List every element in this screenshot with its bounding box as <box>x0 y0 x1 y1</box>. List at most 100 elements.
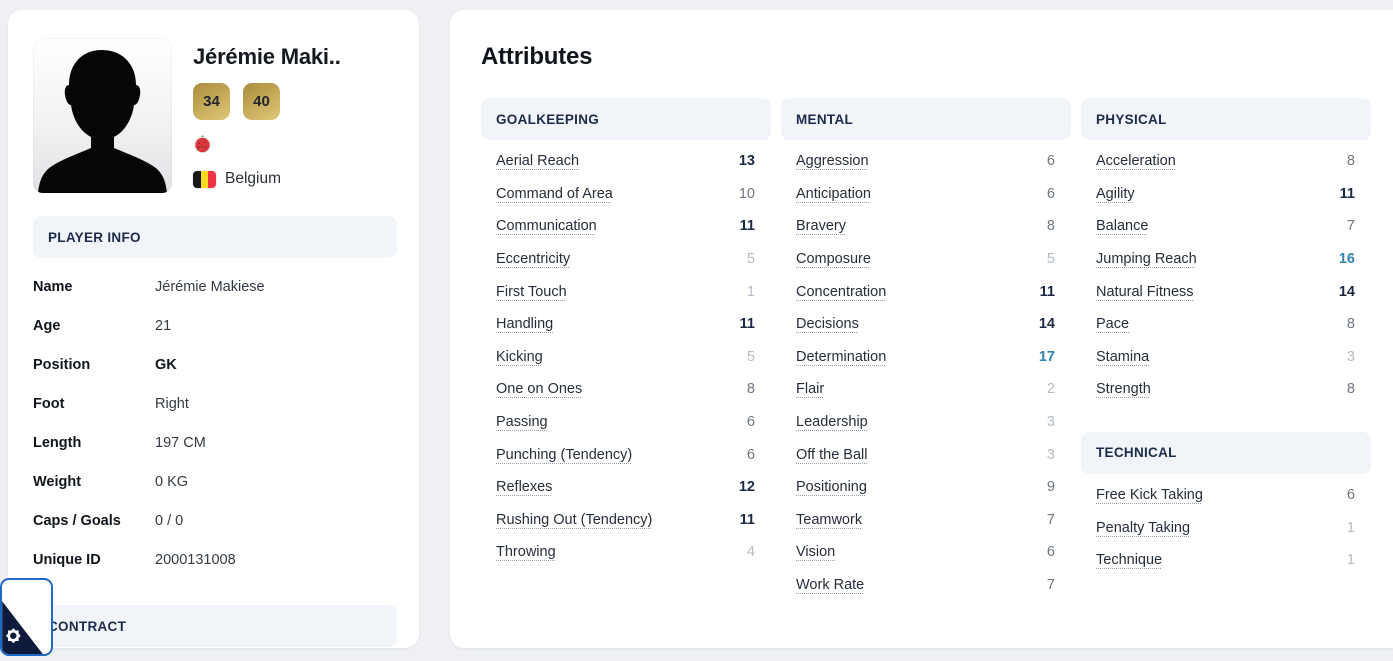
attribute-value: 7 <box>1046 577 1055 594</box>
attribute-label[interactable]: Vision <box>796 544 836 561</box>
attribute-label[interactable]: Aggression <box>796 153 869 170</box>
attribute-row: Leadership 3 <box>781 406 1071 439</box>
attribute-label[interactable]: Agility <box>1096 185 1135 202</box>
attribute-row: Passing 6 <box>481 406 771 439</box>
attribute-label[interactable]: Eccentricity <box>496 251 571 268</box>
attribute-label[interactable]: Off the Ball <box>796 446 868 463</box>
attributes-column: PHYSICAL Acceleration 8 Agility 11 Balan… <box>1081 98 1371 601</box>
attribute-value: 13 <box>738 153 755 170</box>
attribute-label[interactable]: One on Ones <box>496 381 583 398</box>
attribute-row: Decisions 14 <box>781 308 1071 341</box>
attribute-label[interactable]: Aerial Reach <box>496 153 580 170</box>
attribute-row: Eccentricity 5 <box>481 243 771 276</box>
attribute-row: Acceleration 8 <box>1081 145 1371 178</box>
attribute-label[interactable]: Passing <box>496 414 548 431</box>
player-info-row: Weight 0 KG <box>33 462 394 501</box>
attribute-row: Rushing Out (Tendency) 11 <box>481 504 771 537</box>
attribute-label[interactable]: Penalty Taking <box>1096 519 1191 536</box>
attribute-value: 2 <box>1046 381 1055 398</box>
player-info-value: 0 / 0 <box>155 512 184 529</box>
player-info-value: 0 KG <box>155 473 189 490</box>
attribute-value: 5 <box>746 251 755 268</box>
player-info-label: Position <box>33 356 91 373</box>
player-info-value: 21 <box>155 317 172 334</box>
attribute-value: 11 <box>739 511 755 528</box>
attribute-label[interactable]: Balance <box>1096 218 1149 235</box>
rating-badge: 34 <box>193 83 230 120</box>
attribute-value: 9 <box>1046 479 1055 496</box>
attribute-label[interactable]: Natural Fitness <box>1096 283 1194 300</box>
attribute-label[interactable]: Positioning <box>796 479 867 496</box>
attribute-label[interactable]: Pace <box>1096 316 1130 333</box>
attribute-value: 8 <box>1346 381 1355 398</box>
floating-widget-button[interactable] <box>0 578 53 656</box>
attribute-value: 1 <box>1346 552 1355 569</box>
attribute-value: 7 <box>1346 218 1355 235</box>
attribute-value: 11 <box>1039 283 1055 300</box>
attribute-label[interactable]: Communication <box>496 218 597 235</box>
attribute-rows: Aerial Reach 13 Command of Area 10 Commu… <box>481 140 771 569</box>
attribute-label[interactable]: First Touch <box>496 283 567 300</box>
player-info-row: Caps / Goals 0 / 0 <box>33 501 394 540</box>
player-photo <box>33 38 172 193</box>
attribute-value: 6 <box>746 414 755 431</box>
attribute-row: Free Kick Taking 6 <box>1081 479 1371 512</box>
attribute-label[interactable]: Acceleration <box>1096 153 1176 170</box>
attribute-label[interactable]: Leadership <box>796 414 868 431</box>
attribute-section-header: MENTAL <box>781 98 1071 140</box>
attribute-label[interactable]: Anticipation <box>796 185 871 202</box>
attribute-value: 14 <box>1338 283 1355 300</box>
attribute-label[interactable]: Stamina <box>1096 348 1150 365</box>
attribute-label[interactable]: Concentration <box>796 283 887 300</box>
player-info-label: Length <box>33 434 82 451</box>
player-info-row: Length 197 CM <box>33 423 394 462</box>
attribute-value: 5 <box>746 348 755 365</box>
attribute-value: 16 <box>1338 251 1355 268</box>
attribute-value: 5 <box>1046 251 1055 268</box>
attribute-row: Agility 11 <box>1081 178 1371 211</box>
attribute-value: 3 <box>1046 414 1055 431</box>
attribute-label[interactable]: Kicking <box>496 348 543 365</box>
attribute-label[interactable]: Handling <box>496 316 554 333</box>
attribute-row: Throwing 4 <box>481 536 771 569</box>
attribute-label[interactable]: Free Kick Taking <box>1096 487 1203 504</box>
attribute-label[interactable]: Strength <box>1096 381 1151 398</box>
attribute-label[interactable]: Flair <box>796 381 825 398</box>
player-sidebar-card: Jérémie Maki.. 34 40 Belgium PLAYER INFO <box>8 10 419 648</box>
attribute-rows: Free Kick Taking 6 Penalty Taking 1 Tech… <box>1081 474 1371 577</box>
player-profile-header: Jérémie Maki.. 34 40 Belgium <box>8 10 419 193</box>
attribute-row: Composure 5 <box>781 243 1071 276</box>
rating-badges: 34 40 <box>193 83 341 120</box>
attribute-rows: Aggression 6 Anticipation 6 Bravery 8 Co… <box>781 140 1071 601</box>
player-info-label: Caps / Goals <box>33 512 121 529</box>
attribute-row: Communication 11 <box>481 210 771 243</box>
attribute-row: Determination 17 <box>781 341 1071 374</box>
attribute-label[interactable]: Work Rate <box>796 577 865 594</box>
attribute-label[interactable]: Decisions <box>796 316 859 333</box>
attribute-label[interactable]: Command of Area <box>496 185 613 202</box>
attribute-label[interactable]: Rushing Out (Tendency) <box>496 511 653 528</box>
attribute-label[interactable]: Technique <box>1096 552 1163 569</box>
nationality-label: Belgium <box>225 170 281 187</box>
attribute-label[interactable]: Reflexes <box>496 479 553 496</box>
player-info-row: Foot Right <box>33 384 394 423</box>
player-info-value: 2000131008 <box>155 551 236 568</box>
attribute-value: 10 <box>738 185 755 202</box>
attribute-value: 6 <box>1046 185 1055 202</box>
attribute-label[interactable]: Throwing <box>496 544 556 561</box>
attribute-label[interactable]: Composure <box>796 251 871 268</box>
attribute-label[interactable]: Determination <box>796 348 887 365</box>
attribute-value: 6 <box>1046 153 1055 170</box>
player-name: Jérémie Maki.. <box>193 44 341 69</box>
attribute-label[interactable]: Punching (Tendency) <box>496 446 633 463</box>
attribute-label[interactable]: Bravery <box>796 218 846 235</box>
attribute-value: 6 <box>1046 544 1055 561</box>
attribute-value: 8 <box>1346 316 1355 333</box>
attribute-row: One on Ones 8 <box>481 373 771 406</box>
attribute-row: First Touch 1 <box>481 275 771 308</box>
attribute-label[interactable]: Jumping Reach <box>1096 251 1197 268</box>
player-info-label: Weight <box>33 473 82 490</box>
attribute-label[interactable]: Teamwork <box>796 511 863 528</box>
attribute-row: Handling 11 <box>481 308 771 341</box>
attribute-section-header: TECHNICAL <box>1081 431 1371 474</box>
